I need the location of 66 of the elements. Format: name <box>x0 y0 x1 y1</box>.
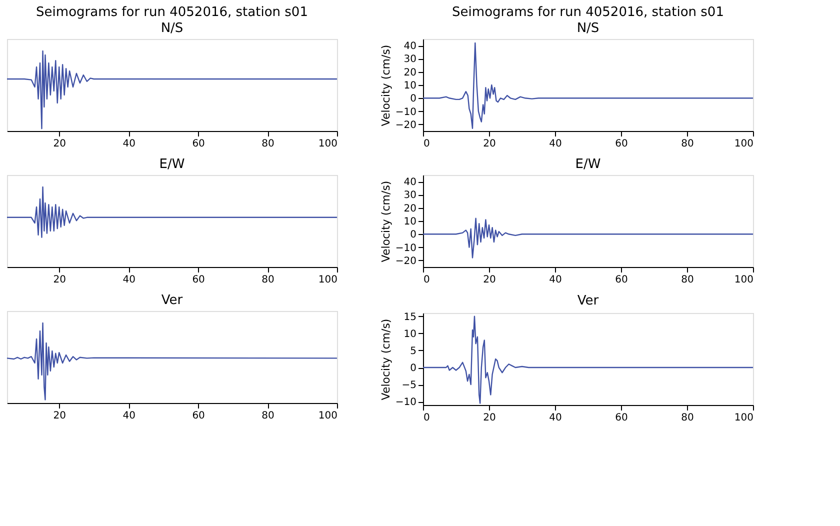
y-tick-label: 10 <box>404 216 416 228</box>
y-tick-label: 10 <box>404 80 416 92</box>
y-tick-label: −20 <box>395 120 416 131</box>
x-tick-label: 40 <box>549 274 562 286</box>
x-tick-label: 0 <box>424 412 430 424</box>
x-tick-label: 40 <box>122 274 136 286</box>
x-tick-label: 20 <box>53 138 66 150</box>
x-tick-label: 60 <box>192 138 205 150</box>
x-tick-label: 20 <box>483 138 496 150</box>
x-tick-label: 20 <box>483 412 496 424</box>
x-tick-label: 100 <box>318 138 338 150</box>
x-tick-label: 60 <box>615 412 628 424</box>
x-tick-label: 80 <box>681 274 694 286</box>
x-tick-label: 100 <box>734 138 754 150</box>
chart-title: Seimograms for run 4052016, station s01 <box>452 5 724 20</box>
x-tick-label: 20 <box>53 410 66 422</box>
y-tick-label: −10 <box>395 242 416 254</box>
y-tick-label: −10 <box>395 397 416 408</box>
x-tick-label: 40 <box>122 138 136 150</box>
chart-title: E/W <box>575 157 601 172</box>
line-series <box>422 218 754 258</box>
chart-title: E/W <box>159 157 185 172</box>
x-tick-label: 0 <box>424 274 430 286</box>
x-tick-label: 80 <box>262 138 274 150</box>
y-tick-label: 0 <box>410 94 416 105</box>
y-tick-label: 0 <box>410 230 416 241</box>
x-tick-label: 20 <box>483 274 496 286</box>
y-tick-label: −10 <box>395 106 416 118</box>
x-tick-label: 60 <box>192 274 205 286</box>
y-tick-label: 20 <box>404 67 416 78</box>
x-tick-label: 100 <box>318 274 338 286</box>
x-tick-label: 40 <box>122 410 136 422</box>
x-tick-label: 80 <box>681 412 694 424</box>
x-tick-label: 60 <box>192 410 205 422</box>
chart-title: Ver <box>577 293 600 308</box>
y-tick-label: 0 <box>410 363 416 374</box>
chart-title: Seimograms for run 4052016, station s01 <box>36 5 308 20</box>
chart-title: Ver <box>161 293 184 308</box>
y-axis-title: Velocity (cm/s) <box>379 318 392 400</box>
line-series <box>422 42 754 129</box>
y-tick-label: 30 <box>404 190 416 202</box>
x-tick-label: 20 <box>53 274 66 286</box>
x-tick-label: 60 <box>615 138 628 150</box>
x-tick-label: 100 <box>734 412 754 424</box>
x-tick-label: 40 <box>549 138 562 150</box>
y-axis-title: Velocity (cm/s) <box>379 44 392 126</box>
y-tick-label: −5 <box>402 380 416 392</box>
y-tick-label: 10 <box>404 328 416 340</box>
y-tick-label: 30 <box>404 54 416 66</box>
x-tick-label: 80 <box>262 410 274 422</box>
x-tick-label: 80 <box>681 138 694 150</box>
y-tick-label: 15 <box>404 312 416 323</box>
y-tick-label: −20 <box>395 256 416 267</box>
y-tick-label: 40 <box>404 177 416 188</box>
chart-subtitle: N/S <box>160 21 184 36</box>
y-tick-label: 5 <box>410 346 416 357</box>
x-tick-label: 80 <box>262 274 274 286</box>
y-tick-label: 20 <box>404 203 416 214</box>
chart-subtitle: N/S <box>576 21 600 36</box>
x-tick-label: 100 <box>318 410 338 422</box>
y-axis-title: Velocity (cm/s) <box>379 180 392 262</box>
x-tick-label: 60 <box>615 274 628 286</box>
x-tick-label: 40 <box>549 412 562 424</box>
x-tick-label: 100 <box>734 274 754 286</box>
x-tick-label: 0 <box>424 138 430 150</box>
y-tick-label: 40 <box>404 41 416 52</box>
